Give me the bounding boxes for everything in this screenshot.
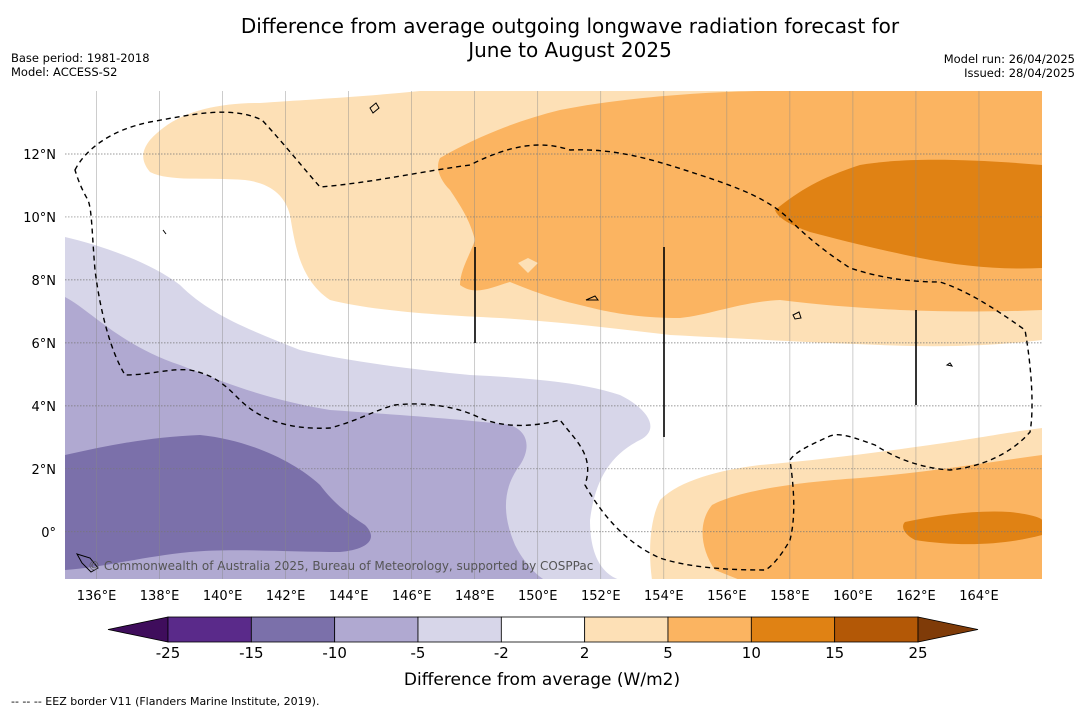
colorbar-label: 2 <box>580 644 590 662</box>
chart-title: Difference from average outgoing longwav… <box>0 14 1085 62</box>
latitude-label: 4°N <box>32 400 57 415</box>
eez-border-line <box>74 111 1033 571</box>
colorbar-arrow-low <box>107 616 169 643</box>
latitude-label: 6°N <box>32 337 57 352</box>
latitude-label: 2°N <box>32 463 57 478</box>
longitude-labels: 136°E 138°E 140°E 142°E 144°E 146°E 148°E 150°E… <box>77 589 999 604</box>
longitude-label: 160°E <box>833 589 873 604</box>
island-marks <box>75 102 954 573</box>
colorbar-arrow-high <box>917 616 979 643</box>
longitude-label: 148°E <box>455 589 495 604</box>
colorbar-label: -2 <box>494 644 509 662</box>
contour-plus-10-to-plus-15-north <box>775 159 1042 269</box>
colorbar-label: 10 <box>742 644 761 662</box>
colorbar-label: -25 <box>156 644 181 662</box>
colorbar-swatch <box>334 616 419 643</box>
colorbar-label: 5 <box>663 644 673 662</box>
longitude-label: 154°E <box>644 589 684 604</box>
longitude-label: 164°E <box>959 589 999 604</box>
colorbar-label: -5 <box>411 644 426 662</box>
longitude-label: 142°E <box>266 589 306 604</box>
colorbar-title: Difference from average (W/m2) <box>404 670 680 690</box>
longitude-label: 156°E <box>707 589 747 604</box>
colorbar-swatch <box>834 616 919 643</box>
colorbar-label: -15 <box>239 644 264 662</box>
colorbar-label: 25 <box>908 644 927 662</box>
colorbar-swatch <box>167 616 252 643</box>
footnote: -- -- -- EEZ border V11 (Flanders Marine… <box>11 695 320 708</box>
latitude-label: 0° <box>41 526 56 541</box>
latitude-label: 12°N <box>23 148 56 163</box>
longitude-label: 150°E <box>518 589 558 604</box>
base-period: Base period: 1981-2018 <box>11 51 150 65</box>
colorbar-swatch <box>750 616 836 643</box>
longitude-label: 140°E <box>203 589 243 604</box>
map-area: © Commonwealth of Australia 2025, Bureau… <box>65 91 1042 579</box>
meta-left: Base period: 1981-2018 Model: ACCESS-S2 <box>11 51 150 79</box>
colorbar-swatch <box>417 616 502 643</box>
latitude-labels: 12°N 10°N 8°N 6°N 4°N 2°N 0° <box>23 148 56 541</box>
colorbar: -25 -15 -10 -5 -2 2 5 10 15 25 <box>107 616 979 662</box>
longitude-label: 136°E <box>77 589 117 604</box>
title-line-1: Difference from average outgoing longwav… <box>240 14 900 38</box>
contour-white-pocket <box>518 258 538 273</box>
longitude-label: 146°E <box>392 589 432 604</box>
model-name: Model: ACCESS-S2 <box>11 65 118 79</box>
contour-plus-5-to-plus-10-north <box>438 91 1042 318</box>
meta-right: Model run: 26/04/2025 Issued: 28/04/2025 <box>944 52 1075 80</box>
colorbar-swatch <box>500 616 586 643</box>
longitude-label: 144°E <box>329 589 369 604</box>
title-line-2: June to August 2025 <box>468 38 672 62</box>
latitude-label: 8°N <box>32 274 57 289</box>
gridlines <box>65 91 1042 579</box>
longitude-label: 138°E <box>140 589 180 604</box>
longitude-label: 162°E <box>896 589 936 604</box>
colorbar-label: 15 <box>825 644 844 662</box>
colorbar-swatch <box>250 616 336 643</box>
latitude-label: 10°N <box>23 211 56 226</box>
contour-plus-10-to-plus-15-south <box>903 511 1042 545</box>
colorbar-swatch <box>667 616 752 643</box>
model-run: Model run: 26/04/2025 <box>943 52 1075 66</box>
longitude-label: 152°E <box>581 589 621 604</box>
longitude-label: 158°E <box>770 589 810 604</box>
copyright-notice: © Commonwealth of Australia 2025, Bureau… <box>88 559 593 573</box>
colorbar-label: -10 <box>322 644 347 662</box>
issued-date: Issued: 28/04/2025 <box>964 66 1075 80</box>
contour-plus-5-to-plus-10-south <box>702 455 1042 579</box>
colorbar-swatch <box>584 616 669 643</box>
